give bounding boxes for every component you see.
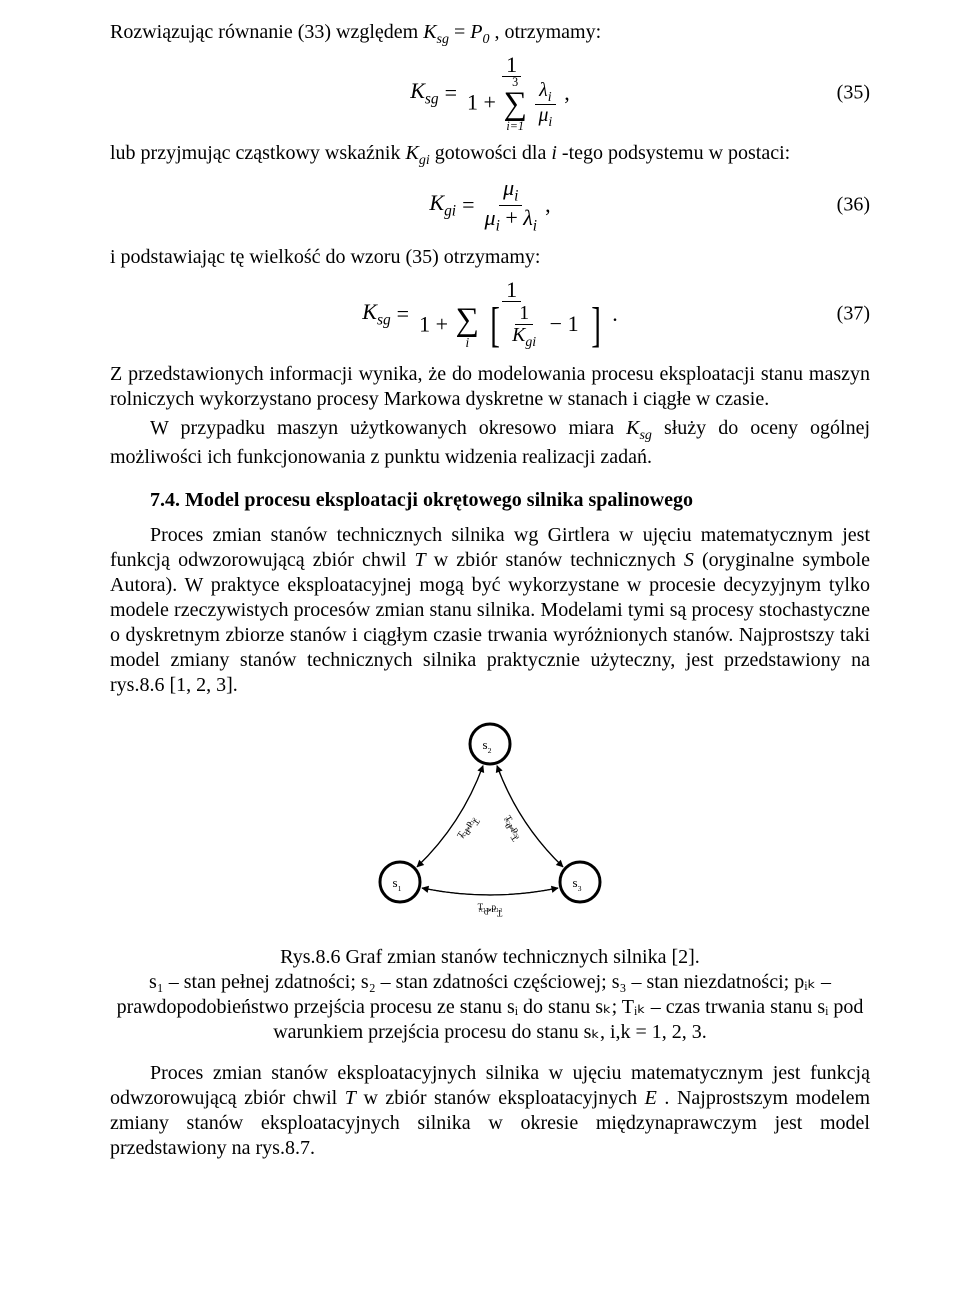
sym-Ksg: Ksg — [423, 21, 449, 43]
text: w zbiór stanów eksploatacyjnych — [363, 1087, 644, 1109]
sym-E: E — [645, 1087, 657, 1109]
para-1: Rozwiązując równanie (33) względem Ksg =… — [110, 20, 870, 49]
equation-37: Ksg = 1 1 + ∑ i [ 1 Kgi − 1 ] . (37) — [110, 274, 870, 354]
sym-S: S — [684, 549, 694, 571]
text: w zbiór stanów technicznych — [434, 549, 684, 571]
para-5: W przypadku maszyn użytkowanych okresowo… — [110, 416, 870, 470]
text: -tego podsystemu w postaci: — [562, 142, 790, 164]
sym-P0: P0 — [470, 21, 489, 43]
figure-caption: Rys.8.6 Graf zmian stanów technicznych s… — [110, 945, 870, 970]
sym-T: T — [345, 1087, 356, 1109]
text: , otrzymamy: — [495, 21, 602, 43]
sym-i: i — [551, 142, 557, 164]
eq-number: (36) — [837, 193, 870, 218]
figure-legend: s₁ – stan pełnej zdatności; s₂ – stan zd… — [110, 970, 870, 1045]
equation-35: Ksg = 1 1 + 3 ∑ i=1 λi μi , (35) — [110, 53, 870, 133]
svg-text:T₃₁,p₃₁: T₃₁,p₃₁ — [478, 908, 503, 918]
section-heading: 7.4. Model procesu eksploatacji okrętowe… — [110, 488, 870, 513]
para-6: Proces zmian stanów technicznych silnika… — [110, 523, 870, 698]
text: = — [454, 21, 470, 43]
sym-T: T — [415, 549, 426, 571]
text: gotowości dla — [435, 142, 552, 164]
para-2: lub przyjmując cząstkowy wskaźnik Kgi go… — [110, 141, 870, 170]
text: W przypadku maszyn użytkowanych okresowo… — [150, 417, 626, 439]
eq-number: (35) — [837, 80, 870, 105]
eq-number: (37) — [837, 302, 870, 327]
state-graph-diagram: T₁₂,p₁₂T₂₁,p₂₁T₂₃,p₂₃T₃₂,p₃₂T₁₃,p₁₃T₃₁,p… — [110, 704, 870, 941]
text: Rozwiązując równanie (33) względem — [110, 21, 423, 43]
para-3: i podstawiając tę wielkość do wzoru (35)… — [110, 245, 870, 270]
sym-Kgi: Kgi — [405, 142, 429, 164]
text: lub przyjmując cząstkowy wskaźnik — [110, 142, 405, 164]
para-7: Proces zmian stanów eksploatacyjnych sil… — [110, 1061, 870, 1161]
para-4: Z przedstawionych informacji wynika, że … — [110, 362, 870, 412]
equation-36: Kgi = μi μi + λi , (36) — [110, 173, 870, 237]
sym-Ksg: Ksg — [626, 417, 652, 439]
